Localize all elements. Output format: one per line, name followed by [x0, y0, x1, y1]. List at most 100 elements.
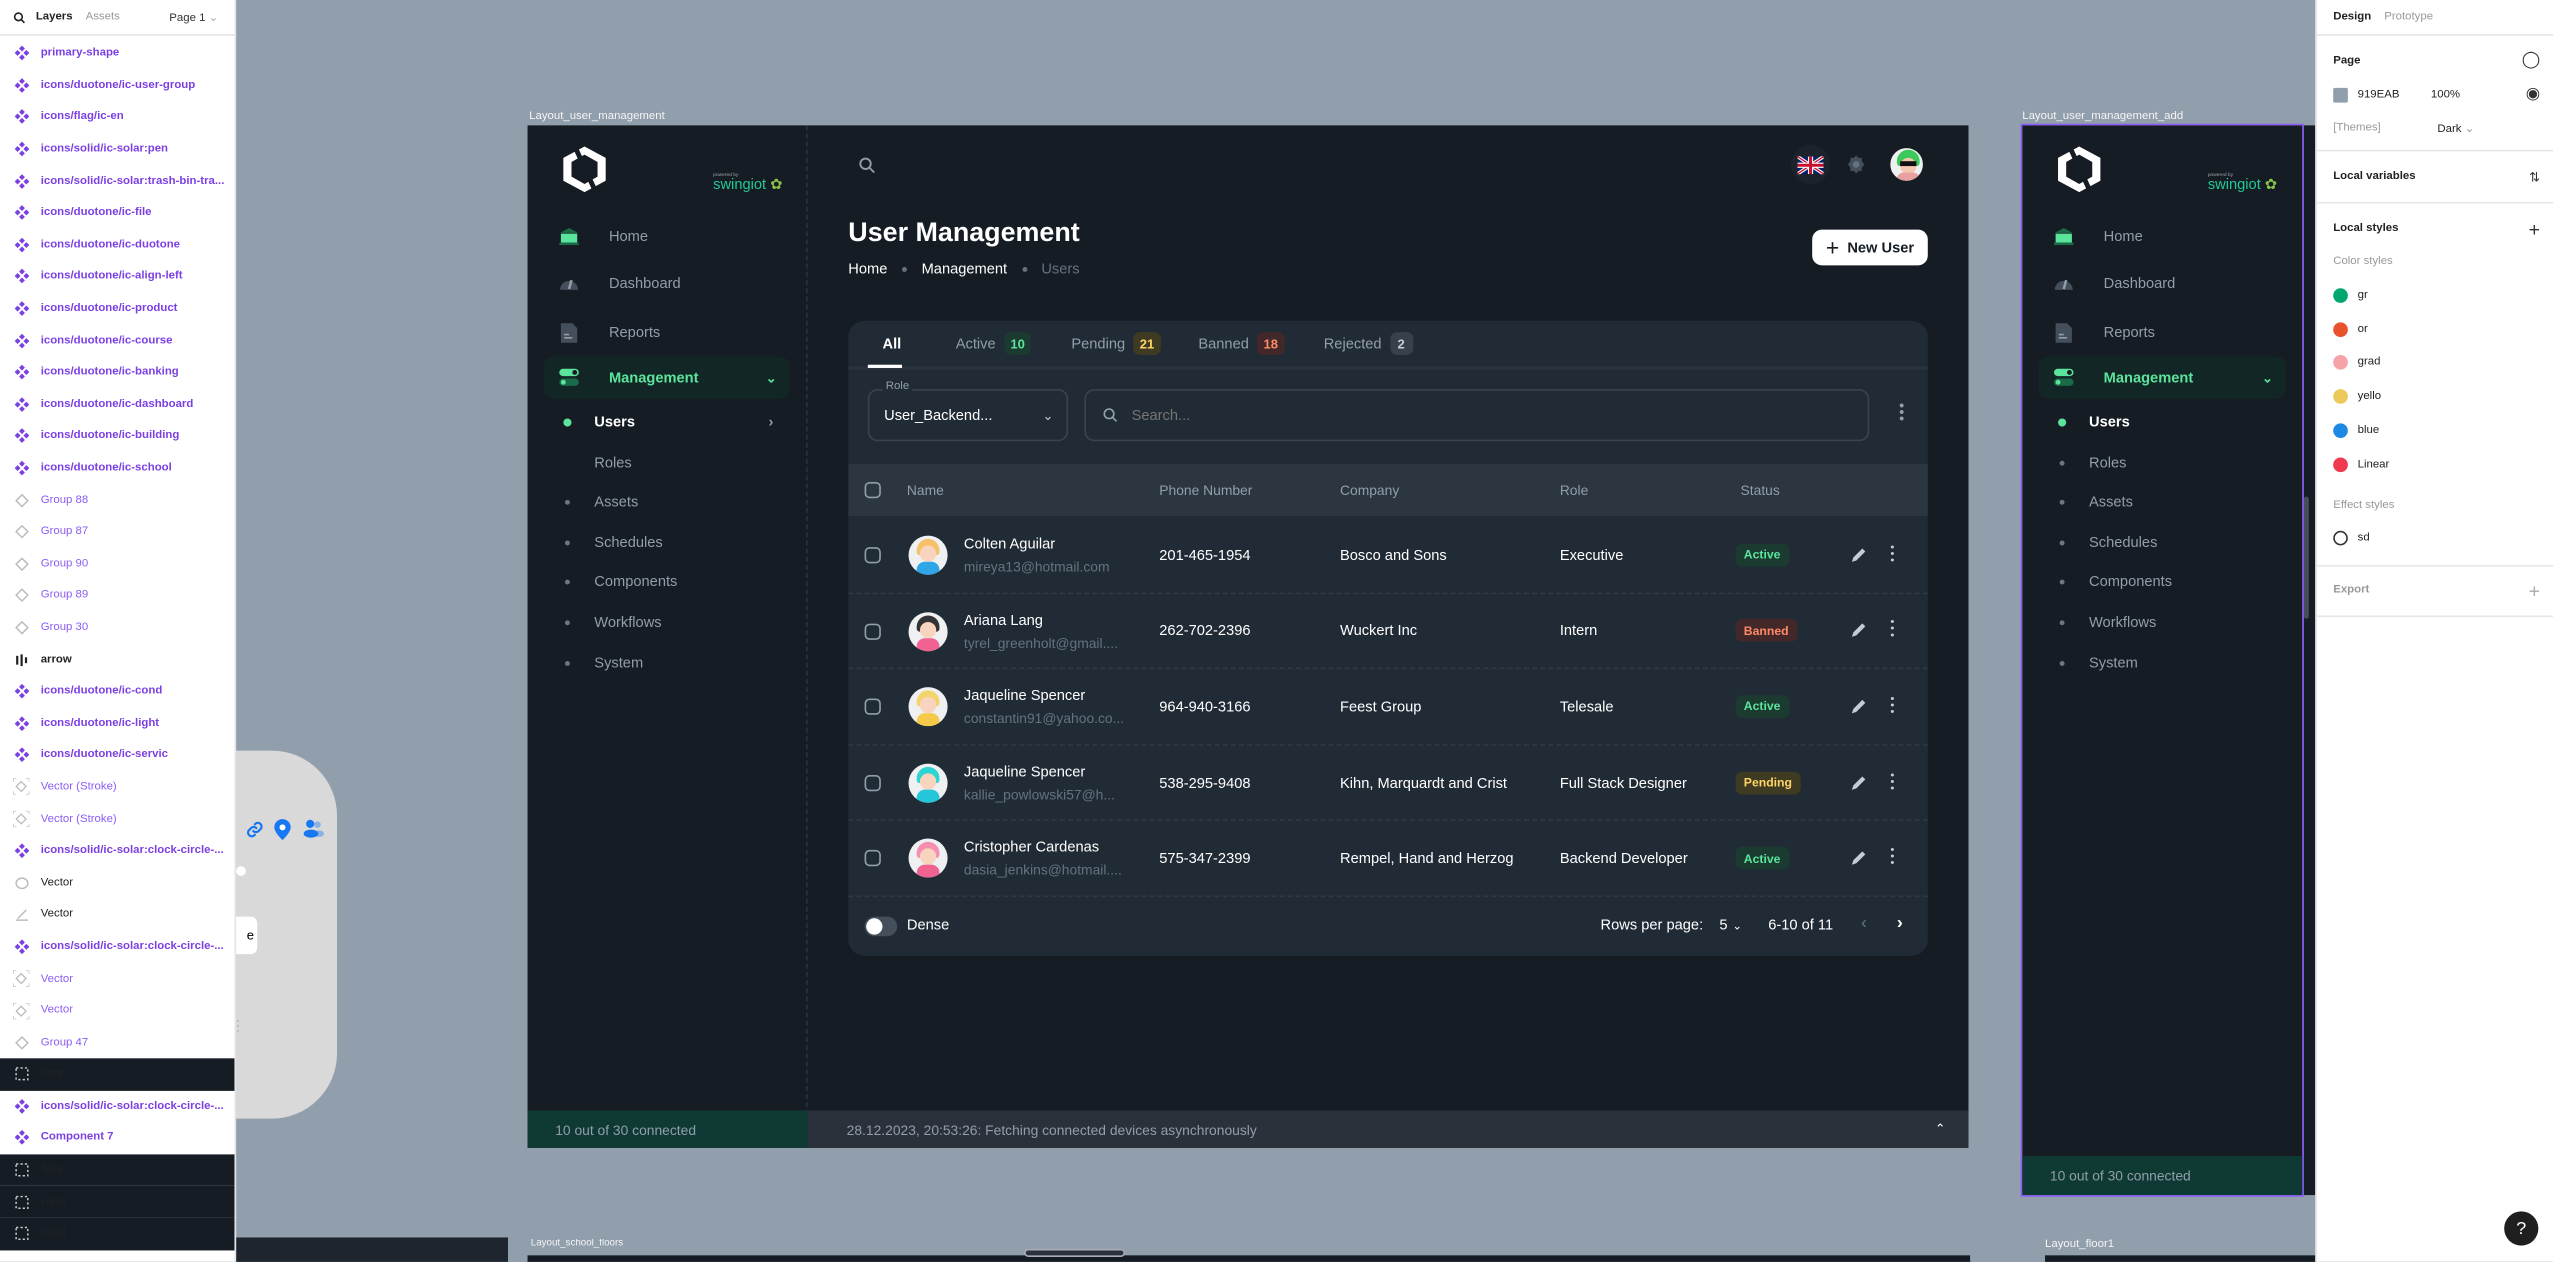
sidebar-item-reports[interactable]: Reports	[544, 311, 790, 353]
tab-prototype[interactable]: Prototype	[2384, 11, 2434, 23]
layer-item[interactable]: icons/duotone/ic-file	[0, 197, 234, 229]
color-style-yello[interactable]: yello	[2317, 380, 2553, 414]
frame-label-add[interactable]: Layout_user_management_add	[2022, 110, 2184, 123]
page-color-value[interactable]: 919EAB	[2357, 89, 2400, 101]
color-style-or[interactable]: or	[2317, 312, 2553, 346]
layer-item[interactable]: icons/duotone/ic-building	[0, 420, 234, 452]
layer-item[interactable]: icons/solid/ic-solar:clock-circle-...	[0, 931, 234, 963]
color-style-linear[interactable]: Linear	[2317, 448, 2553, 482]
sidebar-item-management[interactable]: Management ⌄	[543, 356, 790, 399]
sidebar-subitem-components[interactable]: Components	[2039, 565, 2286, 598]
table-row[interactable]: Cristopher Cardenas dasia_jenkins@hotmail…	[848, 821, 1928, 898]
sidebar-item-reports[interactable]: Reports	[2039, 311, 2286, 353]
layer-item[interactable]: Vector	[0, 963, 234, 995]
themes-select[interactable]: Dark ⌄	[2437, 122, 2474, 135]
column-company[interactable]: Company	[1340, 481, 1400, 499]
tab-active[interactable]: Active 10	[956, 331, 1032, 357]
page-opacity[interactable]: 100%	[2430, 89, 2461, 101]
sidebar-subitem-assets[interactable]: Assets	[2039, 485, 2286, 518]
column-status[interactable]: Status	[1740, 481, 1780, 499]
row-checkbox[interactable]	[864, 698, 881, 716]
row-checkbox[interactable]	[864, 622, 881, 640]
edit-pen-icon[interactable]	[1850, 849, 1868, 867]
table-row[interactable]: Jaqueline Spencer kallie_powlowski57@h...…	[848, 745, 1928, 822]
layer-item[interactable]: icons/solid/ic-solar:clock-circle-...	[0, 1090, 234, 1122]
layer-item[interactable]: Group 47	[0, 1026, 234, 1058]
table-row[interactable]: Colten Aguilar mireya13@hotmail.com 201-46…	[848, 518, 1928, 594]
tab-all[interactable]: All	[882, 331, 901, 357]
frame-scrollbar[interactable]	[2303, 496, 2309, 619]
eye-icon[interactable]: ◉	[2525, 85, 2540, 104]
dense-toggle[interactable]	[864, 916, 898, 937]
search-icon[interactable]	[858, 156, 876, 174]
color-style-blue[interactable]: blue	[2317, 414, 2553, 448]
layer-item[interactable]: arrow	[0, 644, 234, 676]
canvas-scrollbar[interactable]	[1024, 1248, 1126, 1257]
layer-item[interactable]: icons/duotone/ic-dashboard	[0, 388, 234, 420]
settings-gear-icon[interactable]	[1846, 155, 1866, 175]
overlay-button[interactable]: e	[236, 916, 258, 955]
layer-item[interactable]: icons/duotone/ic-duotone	[0, 229, 234, 261]
layer-item[interactable]: icons/solid/ic-solar:clock-circle-...	[0, 835, 234, 867]
frame-label-floor1[interactable]: Layout_floor1	[2045, 1239, 2115, 1251]
sidebar-item-dashboard[interactable]: Dashboard	[2039, 262, 2286, 304]
layer-item[interactable]: lamp	[0, 1058, 235, 1091]
layer-item[interactable]: Group 30	[0, 612, 234, 644]
frame-label-school-floors[interactable]: Layout_school_floors	[530, 1239, 624, 1249]
sidebar-item-dashboard[interactable]: Dashboard	[544, 262, 790, 304]
sidebar-subitem-schedules[interactable]: Schedules	[2039, 526, 2286, 559]
search-icon[interactable]	[13, 11, 26, 24]
layer-item[interactable]: cond	[0, 1185, 235, 1218]
layer-item[interactable]: icons/duotone/ic-course	[0, 325, 234, 357]
search-input[interactable]	[1131, 407, 1783, 424]
breadcrumb-home[interactable]: Home	[848, 260, 888, 277]
role-select[interactable]: Role User_Backend... ⌄	[867, 380, 1069, 442]
layer-item[interactable]: icons/duotone/ic-cond	[0, 675, 234, 707]
layer-item[interactable]: icons/duotone/ic-align-left	[0, 261, 234, 293]
chevron-up-icon[interactable]: ⌃	[1934, 1121, 1946, 1137]
edit-pen-icon[interactable]	[1850, 774, 1868, 792]
new-user-button[interactable]: + New User	[1812, 229, 1928, 266]
frame-school-floors[interactable]	[527, 1255, 1971, 1262]
user-avatar[interactable]	[1887, 144, 1927, 184]
rows-per-page-select[interactable]: 5 ⌄	[1719, 917, 1742, 933]
layer-item[interactable]: icons/duotone/ic-banking	[0, 356, 234, 388]
color-style-gr[interactable]: gr	[2317, 278, 2553, 312]
layer-item[interactable]: cond	[0, 1217, 235, 1250]
layer-item[interactable]: icons/solid/ic-solar:pen	[0, 133, 234, 165]
sidebar-subitem-schedules[interactable]: Schedules	[544, 526, 790, 559]
layer-item[interactable]: floor	[0, 1154, 235, 1186]
more-options-icon[interactable]: • • •	[1899, 397, 1905, 427]
sidebar-subitem-workflows[interactable]: Workflows	[2039, 606, 2286, 639]
sidebar-subitem-workflows[interactable]: Workflows	[544, 606, 790, 639]
page-color-swatch[interactable]	[2333, 87, 2348, 103]
layer-item[interactable]: icons/duotone/ic-product	[0, 293, 234, 325]
layer-item[interactable]: Vector (Stroke)	[0, 803, 234, 835]
layer-item[interactable]: Group 89	[0, 580, 234, 612]
tab-pending[interactable]: Pending 21	[1071, 331, 1161, 357]
column-phone[interactable]: Phone Number	[1159, 481, 1253, 499]
row-more-icon[interactable]: • • •	[1890, 541, 1895, 567]
frame-floor1[interactable]	[2045, 1255, 2316, 1262]
page-selector[interactable]: Page 1 ⌄	[169, 11, 218, 23]
tab-banned[interactable]: Banned 18	[1198, 331, 1285, 357]
edit-pen-icon[interactable]	[1850, 622, 1868, 640]
layer-item[interactable]: icons/duotone/ic-user-group	[0, 69, 234, 101]
add-style-icon[interactable]: +	[2528, 217, 2540, 241]
table-row[interactable]: Ariana Lang tyrel_greenholt@gmail.... 262-…	[848, 594, 1928, 670]
table-row[interactable]: Jaqueline Spencer constantin91@yahoo.co..…	[848, 669, 1928, 746]
search-field[interactable]	[1084, 389, 1870, 442]
row-checkbox[interactable]	[864, 850, 881, 867]
layer-item[interactable]: Vector	[0, 995, 234, 1027]
tab-rejected[interactable]: Rejected 2	[1324, 331, 1413, 357]
frame-label-main[interactable]: Layout_user_management	[529, 110, 665, 123]
sidebar-subitem-system[interactable]: System	[2039, 646, 2286, 679]
row-more-icon[interactable]: • • •	[1890, 693, 1895, 719]
sidebar-subitem-users[interactable]: Users ›	[544, 405, 790, 438]
layer-item[interactable]: icons/solid/ic-solar:trash-bin-tra...	[0, 165, 234, 197]
tab-assets[interactable]: Assets	[85, 11, 120, 23]
tab-design[interactable]: Design	[2333, 11, 2372, 23]
column-name[interactable]: Name	[906, 481, 944, 499]
sidebar-subitem-assets[interactable]: Assets	[544, 485, 790, 518]
column-role[interactable]: Role	[1559, 481, 1589, 499]
